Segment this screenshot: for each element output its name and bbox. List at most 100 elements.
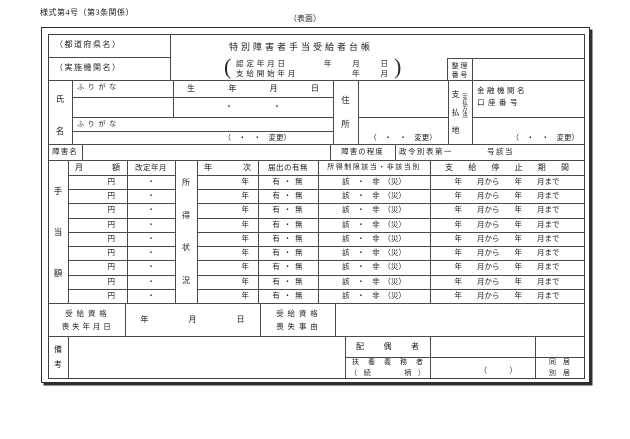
table-cell-year: 年	[241, 177, 250, 186]
table-cell-suspension: 年 月から 年 月まで	[454, 276, 560, 286]
grid-line	[125, 303, 126, 336]
grid-line	[430, 336, 431, 378]
grid-line	[260, 303, 261, 336]
grid-line	[72, 80, 73, 144]
table-cell-suspension: 年 月から 年 月まで	[454, 177, 560, 186]
table-cell-report: 有 ・ 無	[272, 233, 304, 243]
table-cell-year: 年	[241, 191, 250, 201]
table-cell-year: 年	[241, 290, 250, 300]
grid-line	[345, 357, 584, 358]
grid-line	[68, 336, 69, 378]
table-cell-year: 年	[241, 248, 250, 258]
table-row-line	[68, 274, 175, 276]
bracket-close-glyph: )	[394, 54, 402, 79]
income-status-label: 所 得 状 況	[182, 177, 190, 286]
table-cell-revision: ・	[147, 290, 155, 300]
payment-start-value: 年 月	[352, 68, 388, 78]
grid-line	[68, 175, 175, 176]
header-monthly-amount: 月額	[75, 163, 120, 172]
table-row-line	[197, 260, 584, 262]
table-cell-amount: 円	[107, 233, 116, 243]
table-cell-amount: 円	[107, 219, 116, 229]
table-cell-suspension: 年 月から 年 月まで	[454, 219, 560, 229]
furigana-label-bottom: ふ り が な	[77, 120, 118, 128]
table-cell-amount: 円	[107, 290, 116, 300]
table-cell-suspension: 年 月から 年 月まで	[454, 233, 560, 243]
header-suspension-period: 支給停止期間	[445, 163, 569, 172]
agency-label: （実施機関名）	[55, 63, 122, 72]
table-cell-income: 該 ・ 非 （災）	[342, 177, 406, 186]
form-frame	[41, 27, 590, 383]
grid-line	[318, 160, 319, 303]
grid-line	[358, 80, 359, 144]
grid-line	[197, 160, 198, 303]
table-row-line	[68, 189, 175, 191]
disability-degree-label: 障害の程度	[341, 147, 384, 156]
table-row-line	[68, 231, 175, 233]
table-cell-revision: ・	[147, 262, 155, 272]
notes-label: 備 考	[54, 345, 62, 369]
table-cell-amount: 円	[107, 177, 116, 186]
table-cell-income: 該 ・ 非 （災）	[342, 219, 406, 229]
dependent-label: 扶養義務者 （続 柄）	[350, 358, 425, 377]
grid-line	[48, 57, 170, 58]
loss-date-value: 年 月 日	[140, 315, 245, 324]
grid-line	[535, 336, 536, 378]
side-label: （表面）	[289, 14, 321, 23]
table-cell-income: 該 ・ 非 （災）	[342, 276, 406, 286]
payment-start-label: 支 給 開 始 年 月	[236, 68, 296, 78]
table-row-line	[68, 288, 175, 290]
table-cell-suspension: 年 月から 年 月まで	[454, 262, 560, 272]
table-cell-report: 有 ・ 無	[272, 205, 304, 215]
grid-line	[472, 58, 473, 144]
last-name-label: 氏	[55, 93, 65, 104]
table-cell-report: 有 ・ 無	[272, 290, 304, 300]
address-label: 住 所	[341, 95, 350, 129]
bank-name-label: 金融機関名	[477, 86, 527, 95]
table-cell-amount: 円	[107, 248, 116, 258]
table-cell-year: 年	[241, 219, 250, 229]
grid-line	[175, 160, 176, 303]
grid-line	[48, 144, 584, 145]
table-cell-year: 年	[241, 205, 250, 215]
table-cell-report: 有 ・ 無	[272, 177, 304, 186]
grid-line	[197, 175, 584, 176]
grid-line	[82, 144, 83, 160]
table-cell-income: 該 ・ 非 （災）	[342, 233, 406, 243]
table-cell-income: 該 ・ 非 （災）	[342, 205, 406, 215]
first-name-label: 名	[55, 125, 65, 136]
certified-date-value: 年 月 日	[324, 59, 388, 68]
grid-line	[72, 131, 333, 132]
bank-change-note: （ ・ ・ 変更）	[511, 133, 580, 142]
table-row-line	[68, 203, 175, 205]
payment-method-note: （支払方法）	[461, 89, 467, 122]
table-cell-income: 該 ・ 非 （災）	[342, 290, 406, 300]
account-number-label: 口座番号	[477, 98, 521, 107]
table-cell-year: 年	[241, 233, 250, 243]
grid-line	[345, 336, 346, 378]
certified-date-label: 認 定 年 月 日	[236, 59, 286, 68]
disability-name-label: 障害名	[52, 147, 78, 156]
table-cell-year: 年	[241, 262, 250, 272]
grid-line	[448, 80, 449, 144]
bracket-open-glyph: (	[224, 54, 232, 79]
table-cell-income: 該 ・ 非 （災）	[342, 191, 406, 201]
grid-line	[48, 303, 584, 304]
law-suffix-text: 号該当	[487, 147, 514, 156]
grid-line	[48, 336, 584, 337]
prefecture-label: （都道府県名）	[55, 40, 122, 49]
table-row-line	[197, 231, 584, 233]
header-year: 年次	[204, 163, 251, 172]
grid-line	[170, 34, 171, 80]
table-cell-suspension: 年 月から 年 月まで	[454, 248, 560, 258]
loss-date-label: 受 給 資 格 喪 失 年 月 日	[61, 308, 112, 331]
table-cell-revision: ・	[147, 205, 155, 215]
table-cell-revision: ・	[147, 177, 155, 186]
grid-line	[68, 160, 69, 303]
grid-line	[358, 117, 448, 118]
payment-place-label: 支 払 地	[451, 89, 460, 135]
header-income-limit: 所得制限該当・非該当別	[327, 163, 421, 171]
table-cell-revision: ・	[147, 219, 155, 229]
table-cell-suspension: 年 月から 年 月まで	[454, 205, 560, 215]
table-cell-report: 有 ・ 無	[272, 248, 304, 258]
